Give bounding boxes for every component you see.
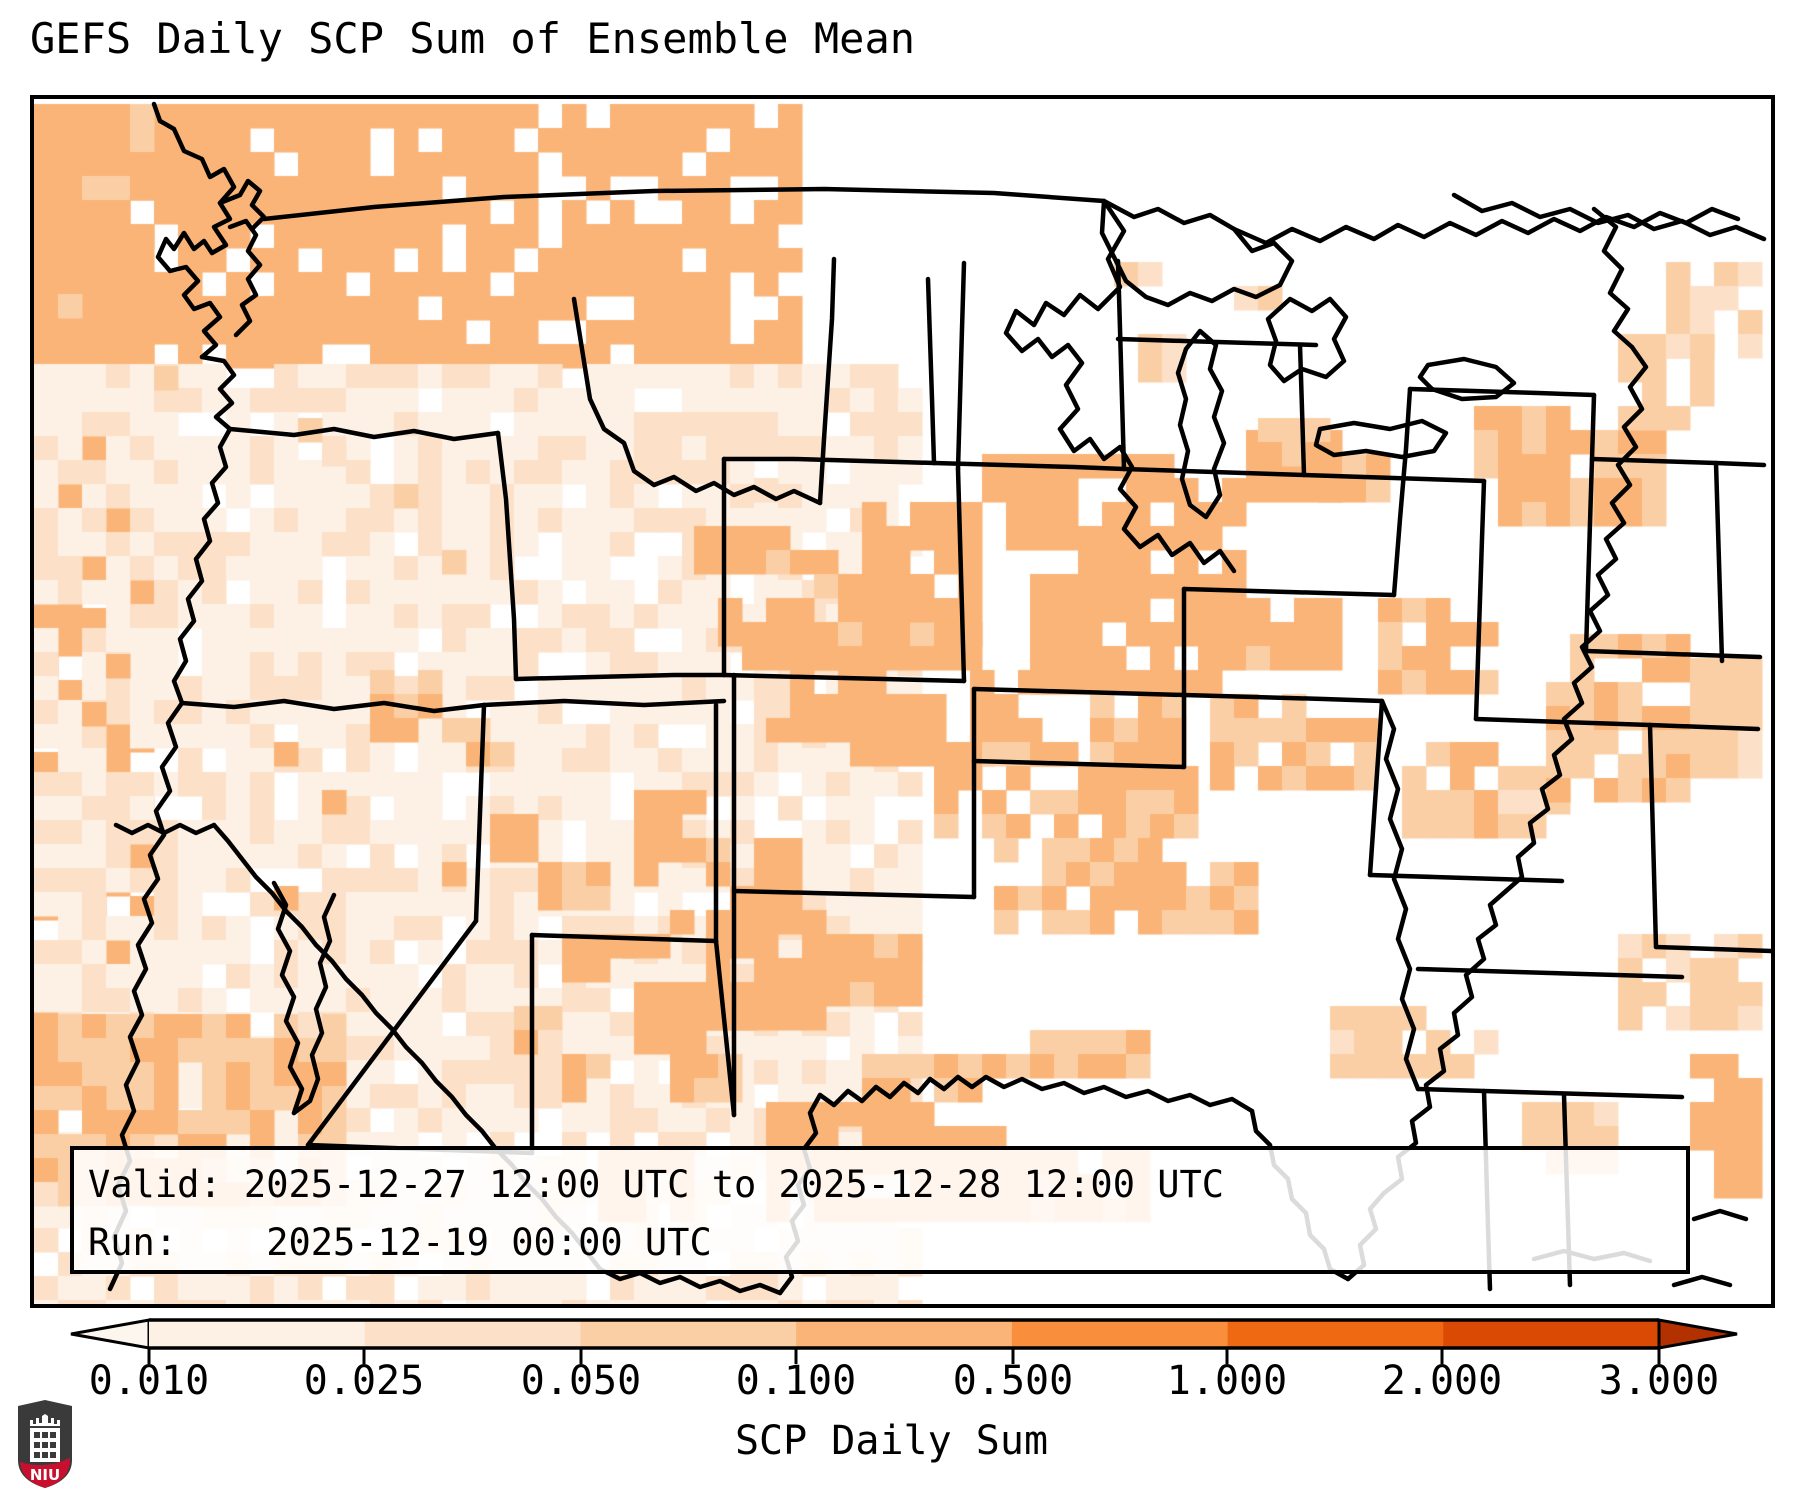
map-panel[interactable]: Valid: 2025-12-27 12:00 UTC to 2025-12-2… — [30, 95, 1775, 1308]
valid-run-infobox: Valid: 2025-12-27 12:00 UTC to 2025-12-2… — [70, 1146, 1690, 1274]
colorbar-tick-label: 0.010 — [88, 1358, 210, 1404]
colorbar-segment — [1227, 1320, 1444, 1348]
colorbar-under-arrow — [70, 1318, 151, 1350]
colorbar-segment — [580, 1320, 797, 1348]
colorbar-tick-label: 0.025 — [303, 1358, 425, 1404]
niu-logo: NIU — [18, 1400, 72, 1488]
colorbar-tick-label: 0.500 — [952, 1358, 1074, 1404]
scp-heatmap-layer — [34, 99, 1771, 1304]
colorbar-tick-label: 3.000 — [1598, 1358, 1720, 1404]
colorbar-tick-label: 1.000 — [1166, 1358, 1288, 1404]
map-borders-layer — [107, 101, 1771, 1296]
run-time-line: Run: 2025-12-19 00:00 UTC — [88, 1221, 712, 1264]
map-canvas — [34, 99, 1771, 1304]
colorbar-tick-label: 2.000 — [1381, 1358, 1503, 1404]
colorbar-segment — [149, 1320, 366, 1348]
colorbar-tick-labels: 0.010 0.025 0.050 0.100 0.500 1.000 2.000 3.000 — [0, 1358, 1803, 1408]
colorbar[interactable] — [0, 1312, 1803, 1372]
niu-logo-text: NIU — [30, 1466, 60, 1484]
valid-time-line: Valid: 2025-12-27 12:00 UTC to 2025-12-2… — [88, 1163, 1225, 1206]
colorbar-tick-label: 0.050 — [520, 1358, 642, 1404]
colorbar-outline — [149, 1318, 1659, 1350]
colorbar-segment — [1011, 1320, 1229, 1348]
colorbar-over-arrow — [1657, 1318, 1738, 1350]
colorbar-segment — [1443, 1320, 1660, 1348]
colorbar-tick-label: 0.100 — [735, 1358, 857, 1404]
colorbar-svg[interactable] — [0, 1312, 1803, 1372]
colorbar-segment — [796, 1320, 1013, 1348]
colorbar-axis-label: SCP Daily Sum — [734, 1418, 1049, 1464]
colorbar-segment — [364, 1320, 582, 1348]
page-title: GEFS Daily SCP Sum of Ensemble Mean — [30, 14, 916, 63]
